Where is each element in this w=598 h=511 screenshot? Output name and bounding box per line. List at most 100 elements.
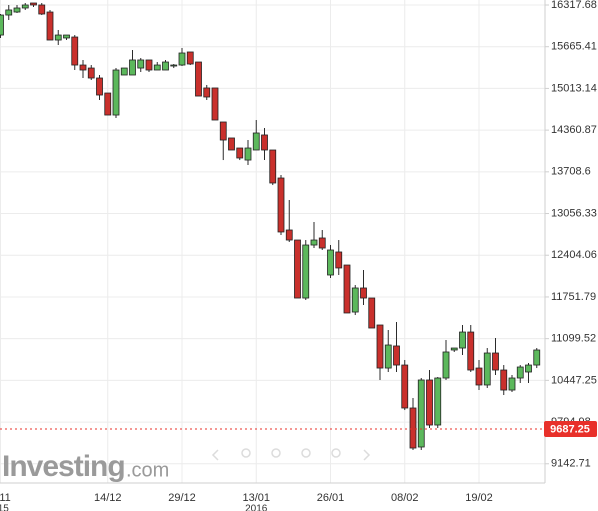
candle-body <box>170 64 178 67</box>
nav-right[interactable] <box>363 449 371 461</box>
candle-body <box>145 59 153 71</box>
candle-body <box>153 64 161 71</box>
candle-body <box>393 345 400 366</box>
watermark-suffix: .com <box>126 459 169 481</box>
candle-body <box>467 331 475 371</box>
x-year-label: 015 <box>0 504 9 511</box>
candle-body <box>459 331 466 349</box>
candle-body <box>376 324 384 369</box>
y-tick-label: 10447.25 <box>551 374 597 386</box>
candle-body <box>483 352 491 386</box>
candle-body <box>261 134 268 151</box>
candle-body <box>417 379 425 448</box>
last-price-label: 9687.25 <box>550 423 590 435</box>
candle-body <box>343 264 351 314</box>
candle-body <box>409 407 417 449</box>
candle-body <box>401 364 409 409</box>
candle-body <box>236 147 244 159</box>
zoom-out[interactable] <box>241 448 251 458</box>
y-tick-label: 11099.52 <box>551 333 596 345</box>
candle-body <box>310 239 318 246</box>
candle-body <box>434 377 442 426</box>
candle-body <box>54 34 62 41</box>
x-tick-label: 13/01 <box>242 492 270 504</box>
last-price-box <box>544 420 597 437</box>
candle-body <box>475 367 483 386</box>
y-tick-label: 16317.68 <box>551 0 597 11</box>
candle-body <box>244 147 252 161</box>
watermark: Investing .com <box>2 450 169 483</box>
candle-body <box>178 52 186 66</box>
candle-body <box>137 59 145 69</box>
zoom-fit[interactable] <box>331 448 341 458</box>
candle-body <box>104 92 112 116</box>
candle-body <box>186 51 194 65</box>
candle-body <box>211 87 219 121</box>
y-tick-label: 11751.79 <box>551 291 596 303</box>
candles <box>0 2 545 451</box>
candle-body <box>294 239 301 299</box>
y-tick-label: 15665.41 <box>551 41 597 53</box>
candle-body <box>195 61 202 97</box>
x-tick-label: 26/01 <box>317 492 345 504</box>
candle-body <box>327 249 334 276</box>
candle-body <box>516 366 524 379</box>
x-tick-label: 29/12 <box>168 492 196 504</box>
candle-body <box>368 297 376 329</box>
x-year-label: 2016 <box>245 504 268 511</box>
candle-body <box>525 364 532 373</box>
candle-body <box>252 132 260 151</box>
x-tick-label: 08/02 <box>391 492 419 504</box>
candle-body <box>63 34 70 39</box>
candle-body <box>500 369 508 391</box>
y-tick-label: 12404.06 <box>551 249 597 261</box>
zoom-reset[interactable] <box>301 448 311 458</box>
candle-body <box>112 69 120 116</box>
zoom-in[interactable] <box>271 448 281 458</box>
y-tick-label: 13056.33 <box>551 207 597 219</box>
candle-body <box>87 67 95 79</box>
grid <box>0 0 545 483</box>
y-tick-label: 15013.14 <box>551 82 597 94</box>
candle-body <box>269 149 277 184</box>
candle-body <box>318 237 326 249</box>
candle-body <box>228 137 235 151</box>
candle-body <box>46 11 54 41</box>
y-tick-label: 14360.87 <box>551 124 597 136</box>
candle-body <box>360 287 367 299</box>
candle-body <box>5 9 13 16</box>
candle-body <box>492 352 499 371</box>
x-tick-label: 19/02 <box>465 492 493 504</box>
x-tick-label: 14/12 <box>94 492 122 504</box>
candle-body <box>30 2 37 6</box>
candle-body <box>162 61 169 71</box>
candle-body <box>384 344 392 369</box>
candle-body <box>79 64 87 71</box>
candle-body <box>219 121 227 141</box>
candle-body <box>277 177 285 233</box>
nav-controls <box>211 448 371 461</box>
candle-body <box>96 77 103 96</box>
candle-body <box>508 377 516 391</box>
candle-body <box>335 251 343 269</box>
candle-body <box>442 351 450 379</box>
candle-body <box>21 4 29 9</box>
candle-body <box>351 287 359 313</box>
candle-body <box>0 14 4 36</box>
y-tick-label: 9142.71 <box>551 458 591 470</box>
candle-body <box>533 349 541 366</box>
candle-body <box>38 4 46 15</box>
candle-body <box>302 244 310 299</box>
nav-left[interactable] <box>211 449 219 461</box>
candle-body <box>426 379 433 426</box>
x-tick-label: 4/11 <box>0 492 11 504</box>
watermark-brand: Investing <box>2 450 125 483</box>
candle-body <box>285 229 293 241</box>
y-tick-label: 13708.6 <box>551 166 591 178</box>
candle-body <box>13 7 21 13</box>
candle-body <box>450 347 458 351</box>
candle-body <box>71 36 79 66</box>
candle-body <box>120 67 128 76</box>
